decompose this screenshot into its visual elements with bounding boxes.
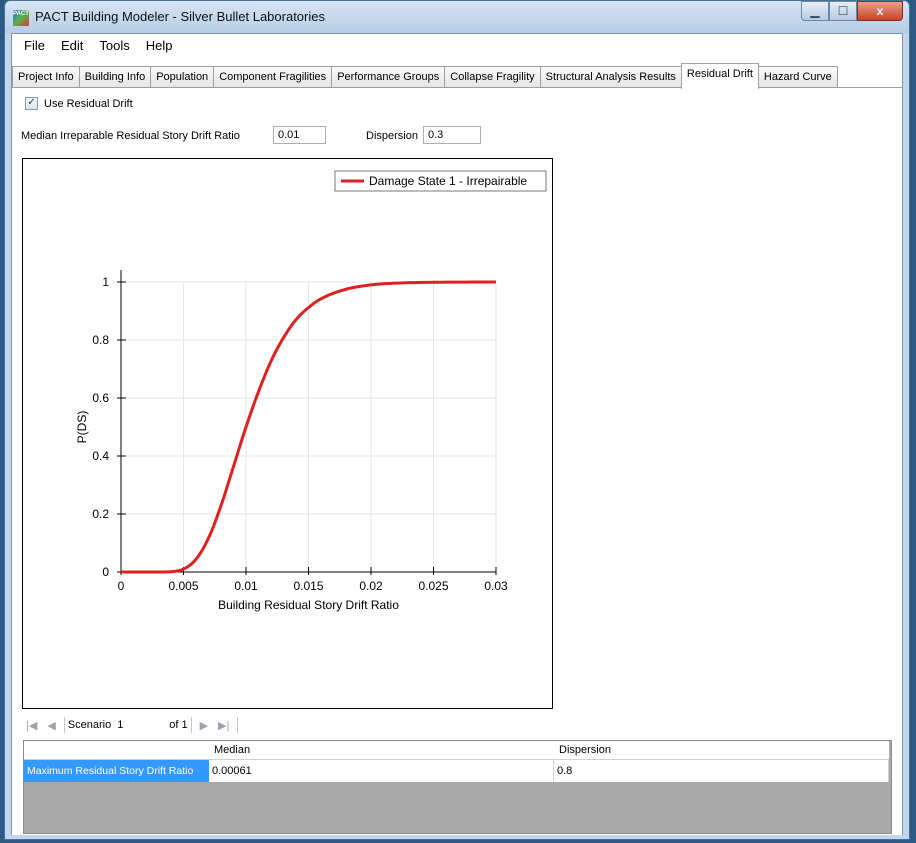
tab-component-fragilities[interactable]: Component Fragilities [213,66,333,89]
move-next-icon[interactable]: ▶ [199,719,209,732]
grid-header: Median Dispersion [24,741,889,760]
tab-structural-analysis-results[interactable]: Structural Analysis Results [539,66,682,89]
residual-drift-panel: ✓ Use Residual Drift Median Irreparable … [12,87,902,835]
series-line [121,280,497,574]
menu-tools[interactable]: Tools [99,38,130,53]
menu-file[interactable]: File [24,38,45,53]
move-first-icon[interactable]: |◀ [26,719,38,732]
scenario-value[interactable]: 1 [117,719,124,731]
tab-hazard-curve[interactable]: Hazard Curve [757,66,838,89]
results-grid: Median Dispersion Maximum Residual Story… [23,740,892,834]
use-residual-drift-row: ✓ Use Residual Drift [25,97,133,110]
tab-building-info[interactable]: Building Info [78,66,152,89]
fragility-chart: 0 0.005 0.01 0.015 0.02 0.025 0.03 0 0.2 0.4 0.6 0.… [22,158,553,709]
menu-edit[interactable]: Edit [60,38,84,53]
x-tick-label: 0.03 [484,579,508,593]
y-tick-label: 0.4 [92,449,109,463]
close-button[interactable]: x [857,1,903,21]
x-tick-label: 0.005 [168,579,198,593]
app-window: PACT PACT Building Modeler - Silver Bull… [4,0,910,840]
tab-residual-drift[interactable]: Residual Drift [680,63,759,89]
tab-performance-groups[interactable]: Performance Groups [331,66,446,89]
nav-separator [63,717,65,733]
y-tick-label: 1 [102,275,109,289]
x-tick-label: 0.02 [359,579,383,593]
x-tick-label: 0 [118,579,125,593]
x-tick-label: 0.015 [293,579,323,593]
client-area: File Edit Tools Help Project Info Buildi… [11,33,903,835]
y-tick-label: 0.8 [92,333,109,347]
table-row[interactable]: Maximum Residual Story Drift Ratio 0.000… [24,760,889,782]
move-last-icon[interactable]: ▶| [218,719,230,732]
median-cell[interactable]: 0.00061 [209,760,554,782]
dispersion-label: Dispersion [366,130,418,142]
menu-bar: File Edit Tools Help [12,34,902,57]
minimize-button[interactable]: ▁ [801,1,829,21]
window-controls: ▁ ☐ x [801,1,903,23]
x-tick-label: 0.01 [234,579,258,593]
menu-help[interactable]: Help [145,38,173,53]
use-residual-drift-checkbox[interactable]: ✓ [25,97,38,110]
app-icon: PACT [13,10,29,26]
use-residual-drift-label: Use Residual Drift [44,97,133,110]
maximize-button[interactable]: ☐ [829,1,857,21]
x-axis-label: Building Residual Story Drift Ratio [218,598,399,612]
tab-project-info[interactable]: Project Info [12,66,80,89]
scenario-count: of 1 [169,719,188,731]
nav-separator [237,717,239,733]
tab-collapse-fragility[interactable]: Collapse Fragility [444,66,541,89]
median-input[interactable] [273,126,326,144]
chart-svg: 0 0.005 0.01 0.015 0.02 0.025 0.03 0 0.2 0.4 0.6 0.… [75,170,547,612]
nav-separator [190,717,192,733]
title-bar[interactable]: PACT PACT Building Modeler - Silver Bull… [5,1,909,33]
y-tick-label: 0.6 [92,391,109,405]
column-header-dispersion[interactable]: Dispersion [559,744,611,756]
legend-label: Damage State 1 - Irrepairable [369,174,527,188]
scenario-label: Scenario [67,719,112,731]
row-label[interactable]: Maximum Residual Story Drift Ratio [24,760,209,782]
x-tick-label: 0.025 [418,579,448,593]
move-previous-icon[interactable]: ◀ [47,719,56,732]
dispersion-cell[interactable]: 0.8 [554,760,889,782]
median-label: Median Irreparable Residual Story Drift … [21,130,240,142]
tab-strip: Project Info Building Info Population Co… [12,63,838,89]
y-axis-label: P(DS) [75,411,89,444]
window-title: PACT Building Modeler - Silver Bullet La… [35,9,325,24]
dispersion-input[interactable] [423,126,481,144]
column-header-median[interactable]: Median [214,744,251,756]
tab-population[interactable]: Population [150,66,215,89]
legend-box [334,170,547,192]
y-tick-label: 0.2 [92,507,109,521]
scenario-navigator: |◀ ◀ Scenario 1 of 1 ▶ ▶| [21,714,241,736]
y-tick-label: 0 [102,565,109,579]
